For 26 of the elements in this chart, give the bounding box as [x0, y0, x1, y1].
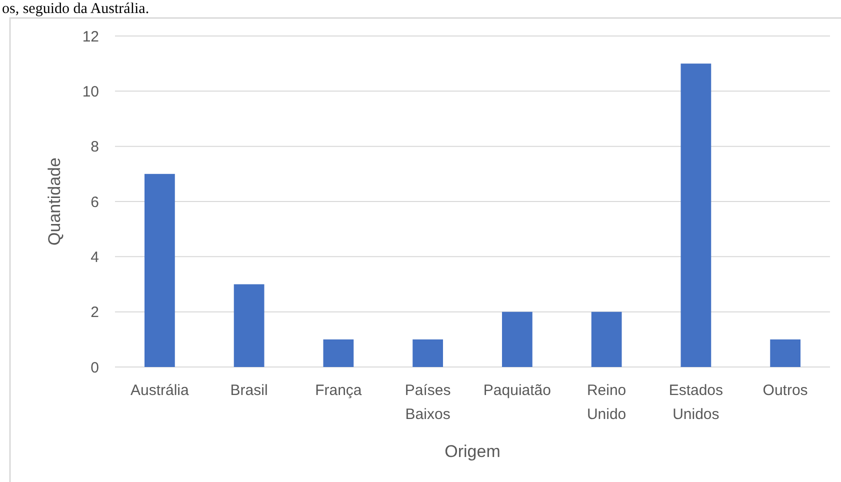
bar — [412, 339, 444, 367]
bar — [234, 284, 264, 367]
y-tick-label: 10 — [82, 83, 99, 100]
x-tick-label: França — [315, 382, 362, 399]
y-tick-label: 8 — [90, 138, 99, 156]
bar — [144, 174, 175, 367]
x-tick-label: Estados Unidos — [668, 382, 724, 423]
x-tick-label: Outros — [762, 382, 808, 399]
y-tick-label: 4 — [90, 248, 99, 266]
x-tick-label: Países Baixos — [404, 382, 451, 423]
bar — [770, 339, 801, 367]
x-axis-title: Origem — [444, 442, 500, 461]
x-tick-label: Austrália — [130, 382, 190, 399]
x-tick-label: Brasil — [230, 382, 268, 399]
x-tick-label: Paquiatão — [483, 382, 551, 399]
bar — [680, 64, 712, 367]
bar — [591, 312, 622, 367]
text: os, seguido da Austrália. — [2, 1, 150, 17]
y-tick-label: 6 — [90, 194, 99, 211]
x-tick-label: Reino Unido — [586, 382, 626, 423]
bar — [323, 339, 354, 367]
y-tick-label: 0 — [90, 359, 99, 376]
y-tick-label: 2 — [90, 304, 99, 322]
y-axis-title: Quantidade — [45, 158, 64, 246]
y-tick-label: 12 — [82, 28, 99, 46]
bar — [502, 312, 532, 367]
